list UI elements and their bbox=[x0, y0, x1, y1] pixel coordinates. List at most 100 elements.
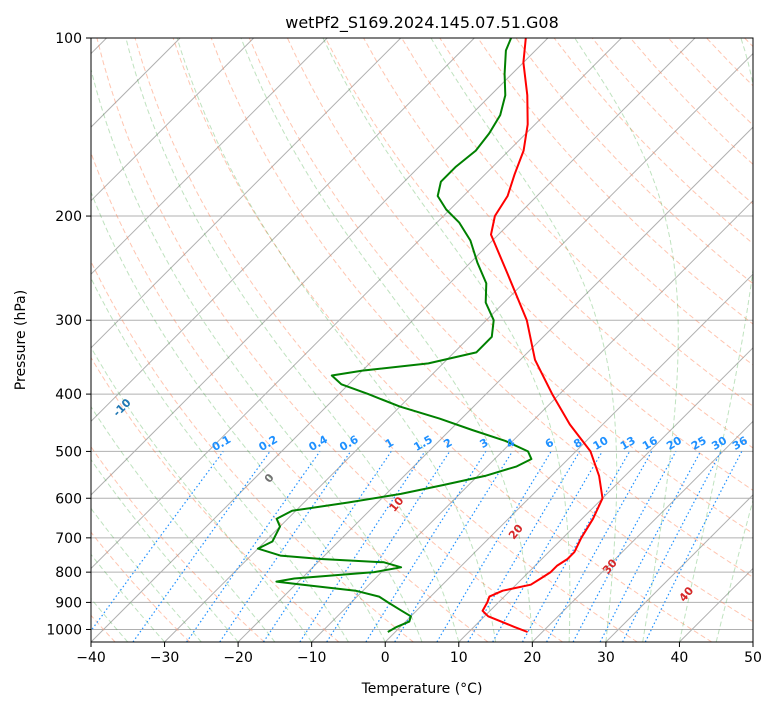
mixing-ratio-label: 0.4 bbox=[306, 433, 330, 454]
isotherm-line bbox=[91, 38, 696, 642]
y-tick-label: 700 bbox=[55, 531, 82, 547]
moist-adiabat-line bbox=[322, 38, 571, 642]
isotherm-line bbox=[237, 126, 753, 642]
mixing-ratio-label: 1.5 bbox=[411, 433, 434, 454]
moist-adiabat-line bbox=[240, 38, 533, 642]
y-tick-label: 100 bbox=[55, 31, 82, 47]
mixing-ratio-line bbox=[546, 451, 653, 642]
x-tick-label: 10 bbox=[450, 650, 468, 666]
x-tick-label: 50 bbox=[744, 650, 762, 666]
y-axis-label: Pressure (hPa) bbox=[13, 290, 29, 390]
mixing-ratio-line bbox=[262, 451, 392, 642]
x-tick-label: −30 bbox=[150, 650, 180, 666]
x-tick-label: 0 bbox=[381, 650, 390, 666]
isotherm-line bbox=[752, 641, 753, 642]
isotherm-line bbox=[679, 567, 753, 642]
axes: −40 −30 −20 −10 0 10 20 30 40 50 100 200 300 400 500 60… bbox=[46, 31, 762, 666]
dry-adiabat-line bbox=[91, 260, 414, 642]
moist-adiabat-line bbox=[715, 498, 753, 642]
moist-adiabat-line bbox=[91, 507, 202, 642]
moist-adiabat-label: 40 bbox=[677, 584, 697, 604]
x-tick-label: −20 bbox=[223, 650, 253, 666]
moist-adiabat-line bbox=[176, 38, 497, 642]
mixing-ratio-line bbox=[599, 451, 702, 642]
mixing-ratio-line bbox=[132, 451, 271, 642]
isotherm-line bbox=[164, 52, 753, 642]
x-axis-label: Temperature (°C) bbox=[361, 681, 483, 697]
isotherm-line bbox=[91, 38, 328, 275]
x-tick-label: −10 bbox=[297, 650, 327, 666]
mixing-ratio-label: 16 bbox=[640, 434, 660, 453]
dry-adiabat-line bbox=[401, 38, 753, 407]
mixing-ratio-label: 20 bbox=[664, 434, 684, 453]
mixing-ratio-label: 0.6 bbox=[337, 433, 361, 454]
moist-adiabat-line bbox=[574, 38, 679, 642]
isotherm-line bbox=[458, 347, 753, 642]
mixing-ratio-line bbox=[521, 451, 631, 642]
x-tick-label: 20 bbox=[523, 650, 541, 666]
isotherm-line bbox=[384, 273, 753, 642]
temperature-profile-line bbox=[481, 38, 604, 633]
mixing-ratio-line bbox=[186, 451, 321, 642]
dry-adiabat-line bbox=[91, 356, 340, 642]
plot-frame bbox=[90, 37, 754, 643]
dry-adiabat-line bbox=[91, 151, 489, 642]
moist-adiabat-line bbox=[91, 405, 276, 642]
moist-adiabat-line bbox=[752, 640, 753, 642]
isotherm-line bbox=[605, 494, 753, 642]
mixing-ratio-line bbox=[326, 451, 451, 642]
mixing-ratio-line bbox=[436, 451, 552, 642]
moist-adiabat-line bbox=[91, 67, 423, 642]
y-tick-label: 400 bbox=[55, 387, 82, 403]
dry-adiabat-line bbox=[134, 38, 638, 642]
y-tick-label: 200 bbox=[55, 209, 82, 225]
moist-adiabat-line bbox=[91, 190, 386, 642]
mixing-ratio-label: 30 bbox=[709, 434, 729, 453]
moist-adiabat-line bbox=[678, 38, 753, 642]
y-tick-label: 500 bbox=[55, 444, 82, 460]
y-tick-label: 900 bbox=[55, 595, 82, 611]
plot-area: 0.10.20.40.611.52346810131620253036-100-… bbox=[30, 38, 753, 642]
moist-adiabat-label: 30 bbox=[600, 556, 620, 576]
dry-adiabat-label: -20 bbox=[30, 358, 53, 381]
isotherm-line bbox=[91, 38, 255, 202]
dry-adiabat-line bbox=[325, 38, 753, 491]
isotherm-line bbox=[531, 420, 753, 642]
dry-adiabat-line bbox=[706, 38, 753, 87]
mixing-ratio-line bbox=[644, 451, 743, 642]
dry-adiabat-label: -10 bbox=[110, 396, 133, 419]
dry-adiabat-line bbox=[172, 38, 713, 642]
mixing-ratio-line bbox=[394, 451, 513, 642]
isotherm-line bbox=[91, 38, 402, 349]
mixing-ratio-label: 1 bbox=[383, 436, 396, 451]
dry-adiabat-line bbox=[248, 38, 753, 578]
mixing-ratio-line bbox=[572, 451, 677, 642]
dry-adiabat-line bbox=[515, 38, 753, 285]
mixing-ratio-label: 0.1 bbox=[210, 433, 233, 454]
mixing-ratio-label: 13 bbox=[618, 434, 638, 453]
moist-adiabat-line bbox=[91, 346, 313, 642]
dry-adiabat-line bbox=[91, 445, 265, 642]
x-tick-label: −40 bbox=[76, 650, 106, 666]
y-tick-label: 300 bbox=[55, 313, 82, 329]
moist-adiabat-label: 20 bbox=[506, 522, 526, 542]
y-tick-label: 600 bbox=[55, 491, 82, 507]
chart-title: wetPf2_S169.2024.145.07.51.G08 bbox=[285, 13, 559, 33]
dry-adiabat-line bbox=[96, 38, 563, 642]
isotherm-line bbox=[311, 199, 753, 642]
y-tick-label: 800 bbox=[55, 565, 82, 581]
moist-adiabat-line bbox=[125, 38, 460, 642]
mixing-ratio-label: 0.2 bbox=[257, 433, 280, 454]
mixing-ratio-line bbox=[219, 451, 352, 642]
mixing-ratio-label: 10 bbox=[591, 434, 611, 453]
mixing-ratio-line bbox=[622, 451, 722, 642]
moist-adiabat-label: 10 bbox=[387, 494, 407, 514]
mixing-ratio-label: 25 bbox=[689, 434, 709, 453]
isotherm-line bbox=[91, 38, 622, 570]
dry-adiabat-line bbox=[668, 38, 753, 126]
isotherm-line bbox=[91, 38, 549, 496]
moist-adiabat-line bbox=[91, 458, 239, 642]
mixing-ratio-label: 36 bbox=[730, 434, 750, 453]
y-tick-label: 1000 bbox=[46, 622, 82, 638]
